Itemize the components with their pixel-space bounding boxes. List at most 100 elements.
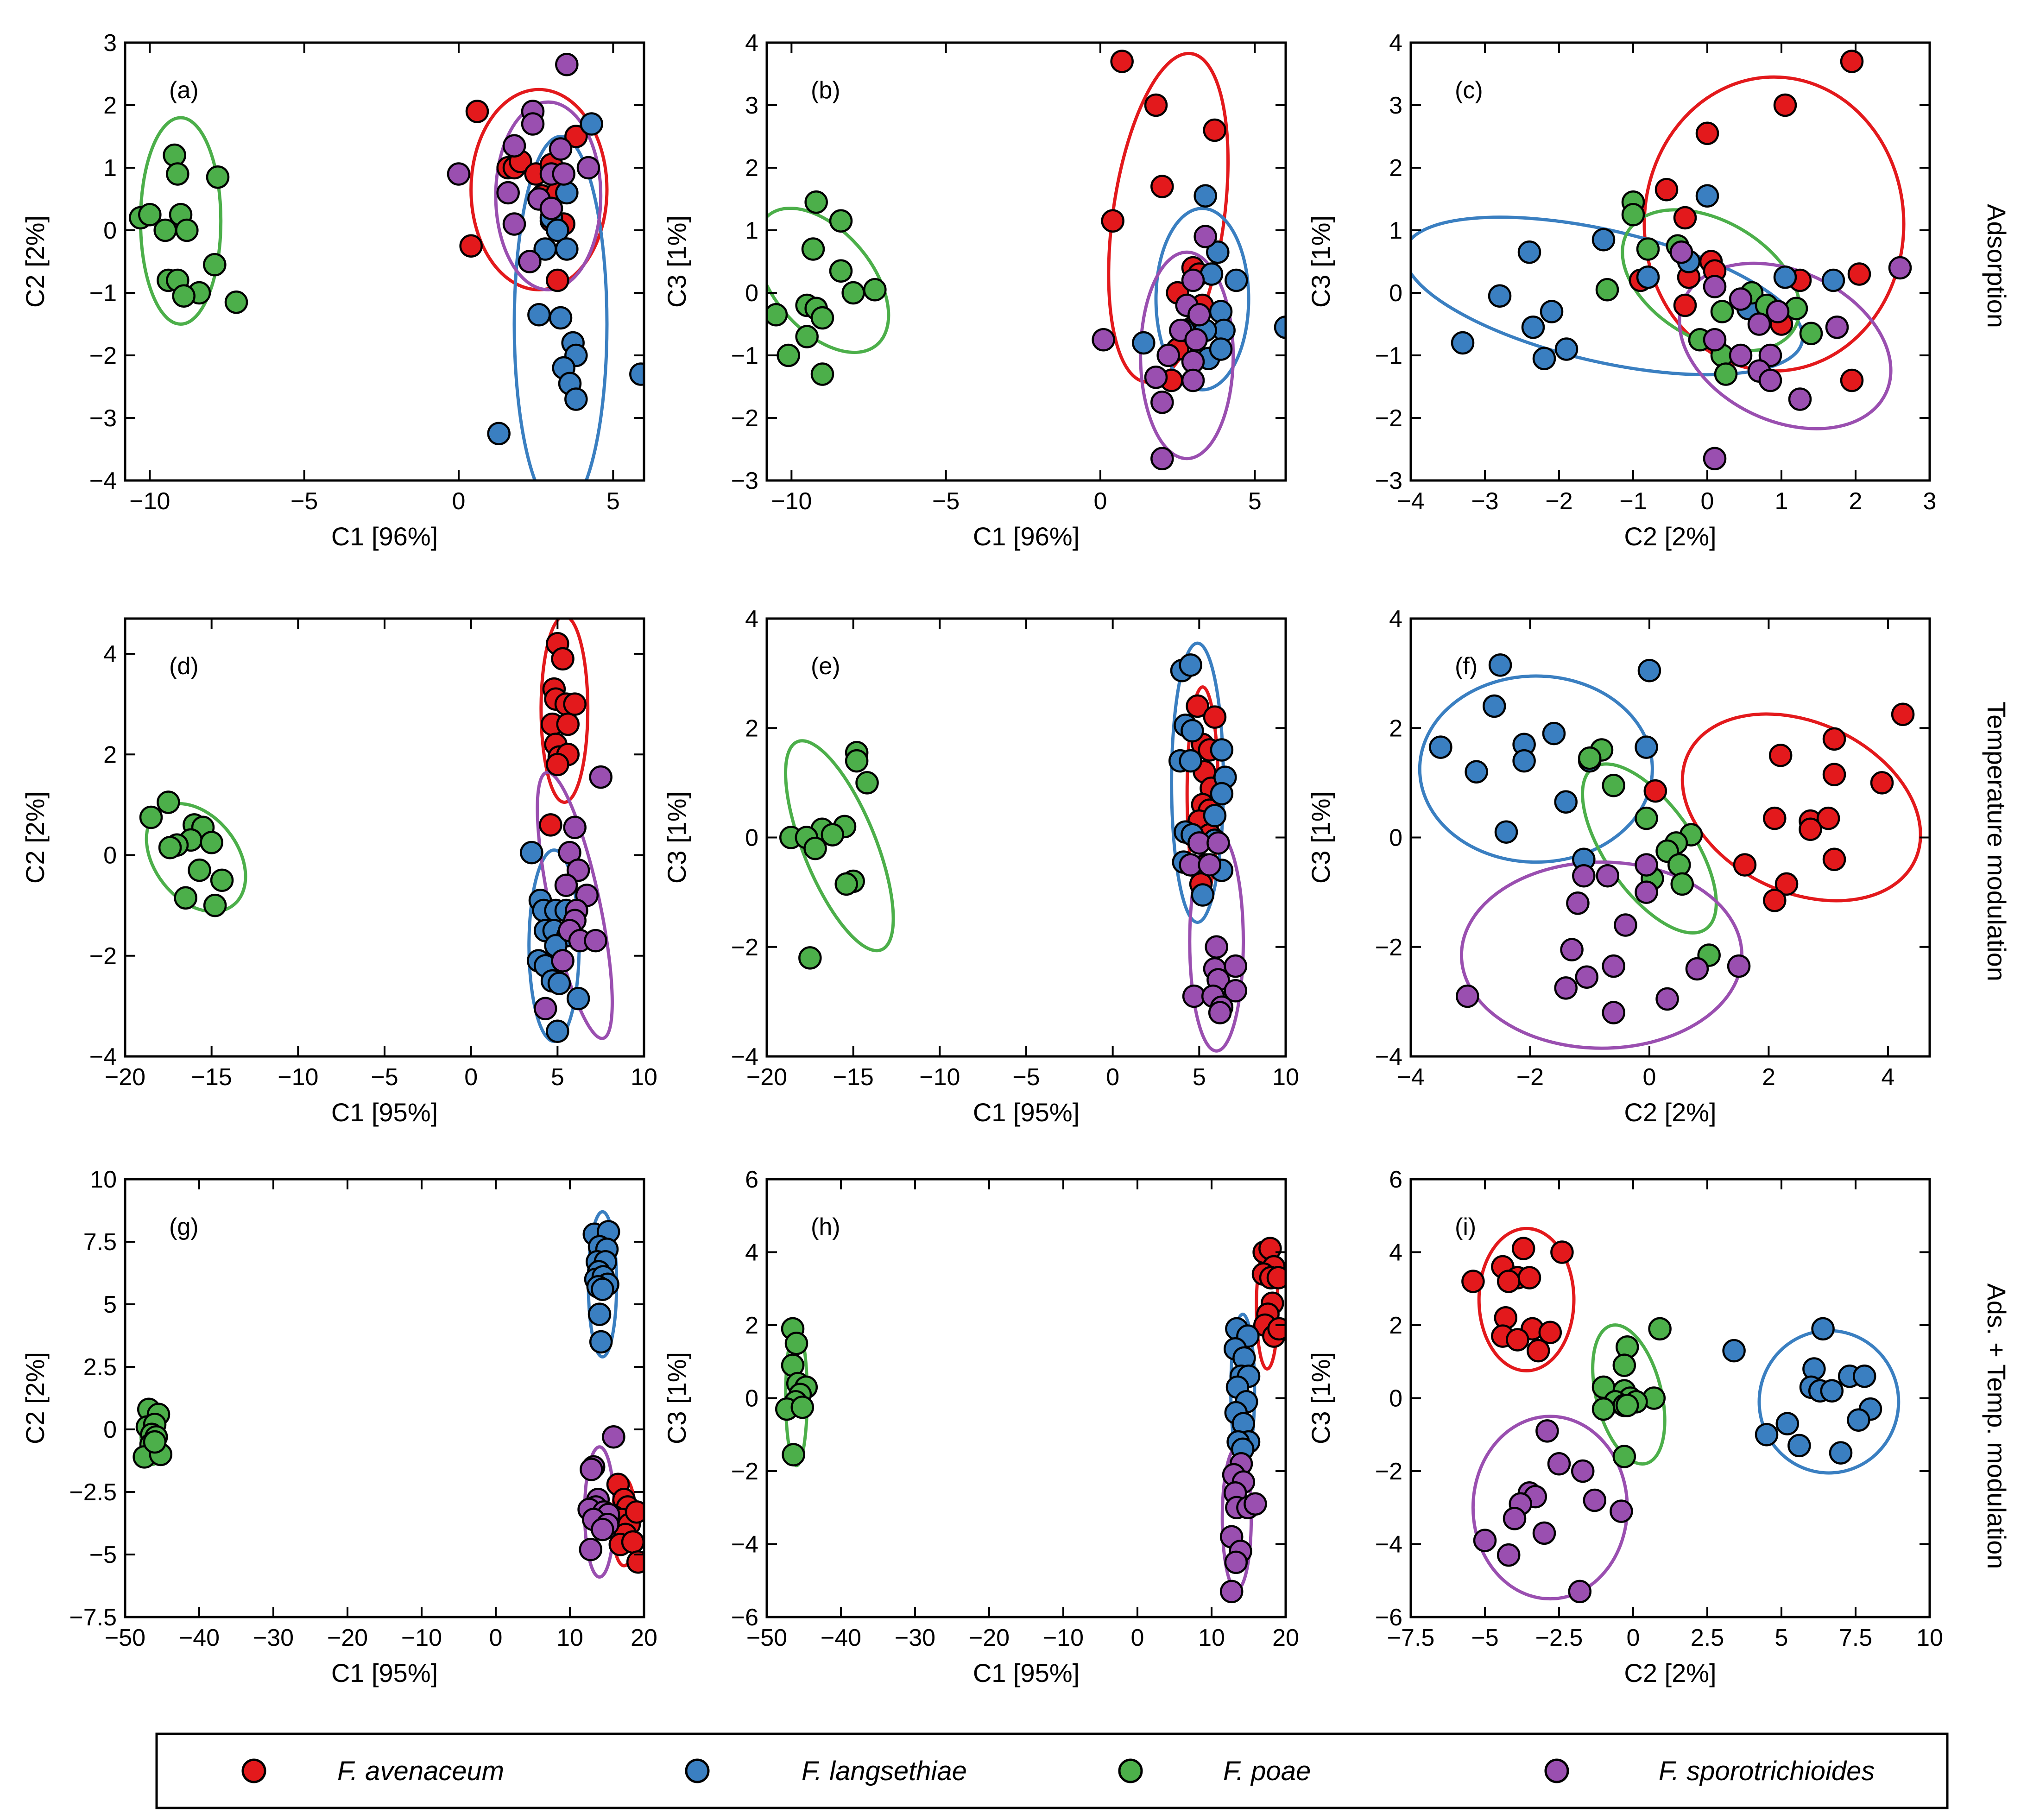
data-point-c-1-8 <box>1521 316 1545 339</box>
y-tick-label-g-7: 10 <box>90 1166 117 1193</box>
y-tick-label-g-3: 0 <box>103 1416 117 1443</box>
data-point-d-0-12 <box>539 813 562 837</box>
data-point-d-2-6 <box>158 835 182 859</box>
data-point-f-0-11 <box>1733 853 1757 877</box>
y-tick-label-d-1: −2 <box>89 943 117 970</box>
x-tick-label-f-2: 0 <box>1642 1064 1656 1091</box>
data-point-c-3-4 <box>1766 300 1790 323</box>
data-point-b-2-9 <box>810 306 834 330</box>
y-tick-label-i-2: −2 <box>1375 1458 1402 1485</box>
x-tick-label-d-2: −10 <box>278 1064 318 1091</box>
data-point-b-2-1 <box>829 209 853 233</box>
plot-frame-b <box>765 41 1287 482</box>
x-tick-label-h-4: −10 <box>1043 1624 1084 1651</box>
legend-label-poae: F. poae <box>1223 1756 1311 1786</box>
y-tick-label-c-7: 4 <box>1389 30 1402 57</box>
data-point-f-0-8 <box>1816 806 1840 830</box>
data-point-b-3-11 <box>1092 328 1115 352</box>
data-point-a-2-6 <box>175 218 199 242</box>
data-point-f-1-0 <box>1488 653 1512 677</box>
y-axis-label-i: C3 [1%] <box>1306 1352 1335 1444</box>
data-point-f-3-10 <box>1685 957 1709 981</box>
data-point-d-1-13 <box>566 986 590 1011</box>
data-point-c-3-10 <box>1758 368 1782 392</box>
legend-marker-poae <box>1118 1758 1143 1783</box>
data-point-e-2-11 <box>798 946 822 970</box>
data-point-e-2-1 <box>845 749 869 773</box>
x-tick-label-a-2: 0 <box>452 488 466 515</box>
data-point-c-1-9 <box>1554 337 1579 361</box>
data-point-i-0-5 <box>1497 1270 1521 1293</box>
data-point-a-1-12 <box>629 362 644 386</box>
y-tick-label-g-2: −2.5 <box>69 1479 117 1506</box>
data-point-d-3-4 <box>554 873 578 897</box>
y-axis-label-f: C3 [1%] <box>1306 791 1335 884</box>
data-point-c-3-8 <box>1729 343 1753 367</box>
data-point-f-1-11 <box>1494 820 1518 844</box>
data-point-i-3-9 <box>1532 1521 1556 1545</box>
y-tick-label-c-2: −1 <box>1375 342 1402 369</box>
data-point-e-2-10 <box>834 872 858 896</box>
data-point-f-3-11 <box>1554 976 1578 1000</box>
data-point-b-1-8 <box>1209 337 1233 361</box>
y-tick-label-d-4: 4 <box>103 641 117 668</box>
row-label-ads-temp-modulation: Ads. + Temp. modulation <box>1982 1283 2011 1569</box>
x-tick-label-e-3: −5 <box>1012 1064 1040 1091</box>
data-point-a-0-10 <box>546 268 569 292</box>
data-point-i-1-7 <box>1820 1379 1844 1403</box>
x-tick-label-g-3: −20 <box>327 1624 368 1651</box>
x-tick-label-h-5: 0 <box>1131 1624 1144 1651</box>
y-tick-label-e-2: 0 <box>745 825 758 852</box>
x-tick-label-h-1: −40 <box>821 1624 861 1651</box>
data-point-a-0-13 <box>459 234 483 258</box>
data-point-c-3-6 <box>1703 328 1727 352</box>
x-tick-label-b-1: −5 <box>932 488 960 515</box>
y-tick-label-i-5: 4 <box>1389 1239 1402 1266</box>
data-point-b-3-12 <box>1150 447 1174 470</box>
x-axis-label-i: C2 [2%] <box>1624 1658 1716 1687</box>
data-point-e-1-9 <box>1203 804 1227 828</box>
x-axis-label-h: C1 [95%] <box>973 1658 1080 1687</box>
plot-area-b <box>767 50 1286 470</box>
data-point-i-3-7 <box>1610 1499 1633 1523</box>
data-point-b-1-0 <box>1193 184 1217 208</box>
y-tick-label-a-5: 1 <box>103 155 117 182</box>
y-tick-label-f-2: 0 <box>1389 825 1402 852</box>
data-point-i-3-1 <box>1547 1452 1571 1476</box>
data-point-a-2-0 <box>163 143 186 167</box>
y-tick-label-d-0: −4 <box>89 1043 117 1070</box>
data-point-g-3-11 <box>579 1537 603 1561</box>
data-point-b-1-3 <box>1225 268 1248 292</box>
y-tick-label-g-0: −7.5 <box>69 1604 117 1631</box>
confidence-ellipse-e-2 <box>784 739 895 953</box>
data-point-a-1-6 <box>549 306 573 330</box>
data-point-a-2-13 <box>224 291 248 314</box>
x-tick-label-e-2: −10 <box>919 1064 960 1091</box>
data-point-f-0-9 <box>1799 817 1822 841</box>
data-point-i-1-11 <box>1755 1423 1779 1447</box>
data-point-c-3-5 <box>1747 312 1771 336</box>
y-axis-label-b: C3 [1%] <box>662 215 691 308</box>
data-point-e-3-4 <box>1205 935 1228 959</box>
data-point-a-0-0 <box>465 100 489 123</box>
data-point-c-3-2 <box>1703 275 1727 298</box>
data-point-i-1-0 <box>1811 1317 1835 1341</box>
data-point-b-3-6 <box>1156 343 1180 367</box>
y-tick-label-f-3: 2 <box>1389 715 1402 742</box>
y-tick-label-b-5: 2 <box>745 155 758 182</box>
legend-marker-avenaceum <box>241 1758 266 1783</box>
y-tick-label-h-0: −6 <box>731 1604 758 1631</box>
data-point-a-2-2 <box>206 165 230 189</box>
x-tick-label-a-3: 5 <box>606 488 620 515</box>
data-point-d-2-7 <box>200 831 223 854</box>
data-point-a-2-1 <box>166 162 189 186</box>
data-point-c-0-2 <box>1695 121 1719 145</box>
confidence-ellipse-a-1 <box>512 135 609 480</box>
y-tick-label-c-0: −3 <box>1375 468 1402 494</box>
y-tick-label-i-0: −6 <box>1375 1604 1402 1631</box>
legend-marker-sporotrichioides <box>1544 1758 1569 1783</box>
data-point-f-3-5 <box>1614 913 1637 937</box>
data-point-i-2-11 <box>1615 1394 1639 1417</box>
data-point-b-2-3 <box>829 259 853 283</box>
